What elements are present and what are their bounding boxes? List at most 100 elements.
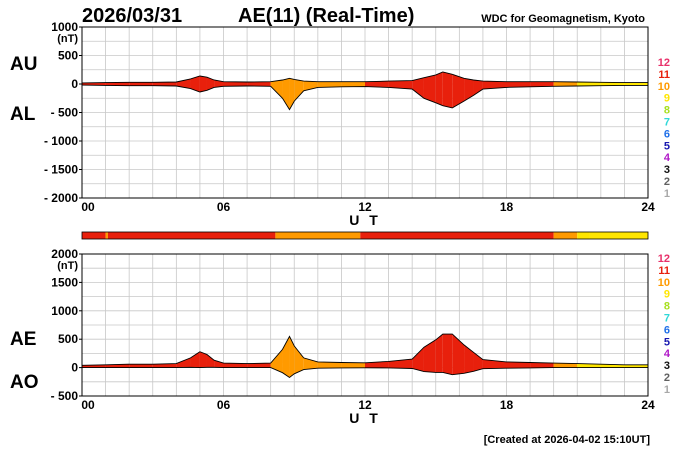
- station-count-label: 9: [664, 289, 670, 301]
- y-tick-label: 500: [58, 49, 78, 63]
- station-count-label: 5: [664, 336, 670, 348]
- area-segment: [341, 81, 365, 87]
- station-count-label: 6: [664, 324, 670, 336]
- y-unit-label: (nT): [57, 33, 78, 45]
- area-segment: [506, 81, 531, 88]
- y-tick-label: 1000: [51, 20, 78, 34]
- station-bar-segment: [107, 232, 276, 239]
- x-tick-label: 12: [358, 398, 372, 412]
- area-segment: [223, 363, 248, 368]
- station-count-label: 3: [664, 360, 670, 372]
- area-segment: [199, 76, 207, 92]
- station-count-label: 9: [664, 93, 670, 105]
- x-axis-title: U T: [349, 410, 381, 426]
- area-segment: [365, 81, 389, 88]
- area-segment: [270, 80, 283, 99]
- area-segment: [482, 81, 507, 90]
- area-segment: [600, 82, 625, 86]
- station-bar-segment: [360, 232, 554, 239]
- station-count-label: 1: [664, 384, 670, 396]
- series-label-ae: AE: [10, 329, 36, 350]
- area-segment: [553, 81, 578, 87]
- area-segment: [303, 81, 318, 91]
- area-segment: [365, 361, 389, 368]
- area-segment: [464, 78, 474, 102]
- station-count-label: 4: [664, 348, 671, 360]
- y-tick-label: - 2000: [44, 191, 78, 205]
- area-segment: [530, 81, 554, 87]
- area-segment: [214, 360, 224, 368]
- area-segment: [482, 359, 507, 369]
- area-segment: [176, 357, 191, 368]
- y-tick-label: 0: [71, 361, 78, 375]
- station-count-label: 8: [664, 301, 670, 313]
- station-count-label: 6: [664, 128, 670, 140]
- station-bar-segment: [275, 232, 361, 239]
- station-bar-segment: [589, 232, 648, 239]
- y-tick-label: - 500: [51, 389, 79, 403]
- y-tick-label: 2000: [51, 247, 78, 261]
- area-segment: [473, 352, 483, 372]
- y-tick-label: - 1500: [44, 163, 78, 177]
- area-segment: [388, 359, 413, 369]
- area-segment: [624, 364, 648, 368]
- y-tick-label: - 1000: [44, 134, 78, 148]
- area-segment: [247, 363, 271, 368]
- x-tick-label: 24: [641, 398, 655, 412]
- au-al-plot: 1000 500 0 - 500 - 1000 - 1500 - 2000 (nT) 00 06 1…: [10, 20, 671, 228]
- station-count-label: 7: [664, 313, 670, 325]
- station-bar-segment: [577, 232, 590, 239]
- station-count-label: 11: [658, 69, 670, 81]
- area-segment: [317, 81, 342, 88]
- area-segment: [412, 77, 424, 99]
- area-segment: [247, 81, 271, 87]
- area-segment: [435, 72, 443, 106]
- x-tick-label: 06: [217, 200, 231, 214]
- area-segment: [223, 81, 248, 87]
- area-segment: [412, 347, 424, 372]
- area-segment: [190, 76, 200, 92]
- area-segment: [423, 339, 436, 373]
- station-count-label: 7: [664, 117, 670, 129]
- data-source: WDC for Geomagnetism, Kyoto: [481, 13, 645, 25]
- area-segment: [341, 362, 365, 368]
- area-segment: [423, 74, 436, 103]
- area-segment: [129, 364, 153, 368]
- area-segment: [152, 363, 177, 368]
- area-segment: [105, 82, 130, 86]
- area-segment: [199, 351, 207, 368]
- area-segment: [442, 72, 453, 108]
- station-count-label: 4: [664, 152, 671, 164]
- y-tick-label: - 500: [51, 106, 79, 120]
- area-segment: [289, 336, 295, 378]
- plot-frame: [81, 253, 649, 397]
- area-segment: [303, 357, 318, 370]
- area-segment: [152, 82, 177, 86]
- y-tick-label: 500: [58, 332, 78, 346]
- area-segment: [577, 363, 601, 368]
- station-count-label: 3: [664, 164, 670, 176]
- area-segment: [530, 362, 554, 368]
- station-bar-segment: [105, 232, 108, 239]
- series-line-au: [81, 71, 648, 84]
- y-tick-label: 1500: [51, 275, 78, 289]
- area-segment: [270, 349, 283, 373]
- area-segment: [464, 344, 474, 374]
- area-segment: [506, 361, 531, 369]
- x-tick-label: 18: [500, 200, 514, 214]
- area-segment: [82, 82, 106, 86]
- station-bar-segment: [553, 232, 578, 239]
- series-label-ao: AO: [10, 372, 39, 393]
- y-tick-label: 1000: [51, 304, 78, 318]
- area-segment: [282, 78, 290, 110]
- x-tick-label: 12: [358, 200, 372, 214]
- station-count-label: 11: [658, 265, 670, 277]
- x-tick-label: 18: [500, 398, 514, 412]
- station-count-label: 10: [658, 81, 670, 93]
- created-timestamp: [Created at 2026-04-02 15:10UT]: [484, 434, 651, 446]
- area-segment: [294, 346, 304, 374]
- station-count-label: 2: [664, 372, 670, 384]
- area-segment: [452, 334, 465, 375]
